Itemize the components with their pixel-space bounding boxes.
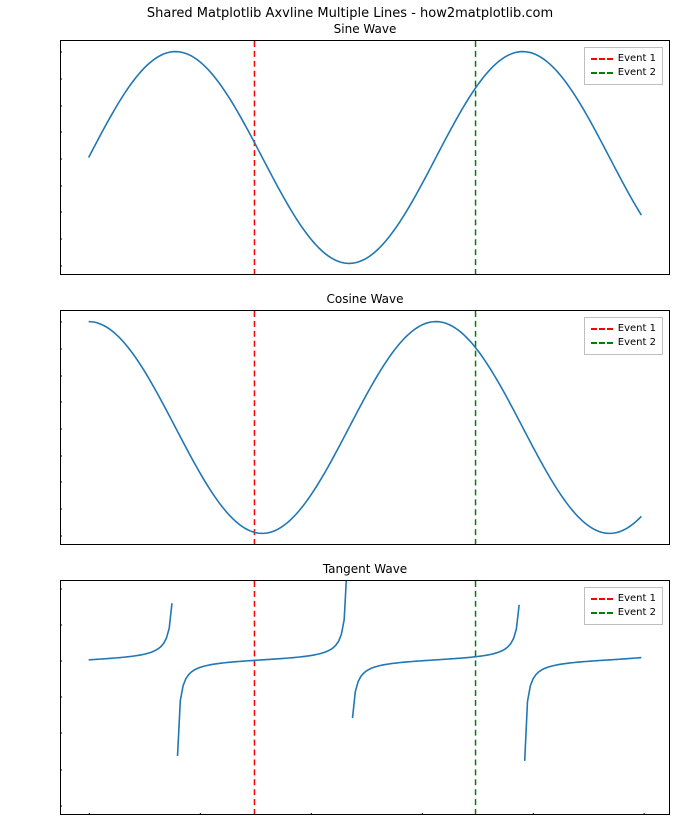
legend-item: Event 2 <box>591 66 656 80</box>
plot-svg <box>61 581 669 814</box>
legend-label: Event 2 <box>618 606 656 620</box>
axes: Event 1Event 2 -1.00 -0.75 -0.50 -0.25 0.00 0… <box>60 310 670 545</box>
legend-label: Event 2 <box>618 66 656 80</box>
ytick: 0.00 <box>60 423 61 434</box>
xtick: 0 <box>86 814 92 815</box>
legend-swatch <box>591 328 613 330</box>
legend-item: Event 1 <box>591 52 656 66</box>
axes: Event 1Event 2 -40 -30 -20 -10 0 10 20 0 2 4 6 8 10 <box>60 580 670 815</box>
xtick: 2 <box>196 814 202 815</box>
legend-label: Event 1 <box>618 592 656 606</box>
legend: Event 1Event 2 <box>584 587 663 625</box>
subplot-tangent: Tangent Wave Event 1Event 2 -40-30-20-10… <box>60 580 670 815</box>
ytick: 0.50 <box>60 100 61 111</box>
ytick: 0.75 <box>60 73 61 84</box>
xtick: 4 <box>307 814 313 815</box>
ytick: 0.50 <box>60 370 61 381</box>
legend-item: Event 1 <box>591 322 656 336</box>
legend-swatch <box>591 598 613 600</box>
ytick: 0.25 <box>60 396 61 407</box>
data-line <box>89 580 642 761</box>
ytick: -0.25 <box>60 450 61 461</box>
legend-swatch <box>591 342 613 344</box>
legend-swatch <box>591 612 613 614</box>
xtick: 8 <box>529 814 535 815</box>
figure-suptitle: Shared Matplotlib Axvline Multiple Lines… <box>0 6 700 21</box>
subplot-title: Sine Wave <box>60 22 670 36</box>
legend-label: Event 2 <box>618 336 656 350</box>
legend-label: Event 1 <box>618 52 656 66</box>
legend-item: Event 1 <box>591 592 656 606</box>
legend-swatch <box>591 58 613 60</box>
figure: Shared Matplotlib Axvline Multiple Lines… <box>0 0 700 840</box>
ytick: 0.25 <box>60 126 61 137</box>
ytick: -0.50 <box>60 476 61 487</box>
legend: Event 1Event 2 <box>584 47 663 85</box>
ytick: -0.75 <box>60 503 61 514</box>
ytick: -0.25 <box>60 180 61 191</box>
ytick: 0.00 <box>60 153 61 164</box>
plot-svg <box>61 41 669 274</box>
ytick: -40 <box>60 800 61 811</box>
xtick: 6 <box>418 814 424 815</box>
legend-item: Event 2 <box>591 336 656 350</box>
ytick: 0.75 <box>60 343 61 354</box>
subplot-title: Cosine Wave <box>60 292 670 306</box>
ytick: -10 <box>60 691 61 702</box>
ytick: 1.00 <box>60 316 61 327</box>
ytick: -20 <box>60 727 61 738</box>
ytick: -1.00 <box>60 530 61 541</box>
legend-swatch <box>591 72 613 74</box>
legend-item: Event 2 <box>591 606 656 620</box>
ytick: -0.50 <box>60 206 61 217</box>
legend: Event 1Event 2 <box>584 317 663 355</box>
ytick: 0 <box>60 655 61 666</box>
ytick: -30 <box>60 764 61 775</box>
ytick: 10 <box>60 619 61 630</box>
subplot-sine: Sine Wave Event 1Event 2 -1.00-0.75-0.50… <box>60 40 670 275</box>
ytick: 20 <box>60 583 61 594</box>
subplot-cosine: Cosine Wave Event 1Event 2 -1.00-0.75-0.… <box>60 310 670 545</box>
ytick: -0.75 <box>60 233 61 244</box>
data-line <box>89 52 642 264</box>
subplot-title: Tangent Wave <box>60 562 670 576</box>
legend-label: Event 1 <box>618 322 656 336</box>
ytick: 1.00 <box>60 46 61 57</box>
axes: Event 1Event 2 -1.00 -0.75 -0.50 -0.25 0.00 0… <box>60 40 670 275</box>
xtick: 10 <box>637 814 650 815</box>
ytick: -1.00 <box>60 260 61 271</box>
data-line <box>89 322 642 534</box>
plot-svg <box>61 311 669 544</box>
